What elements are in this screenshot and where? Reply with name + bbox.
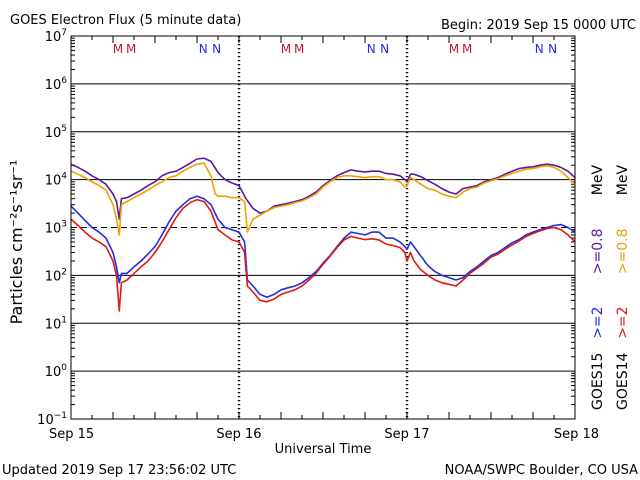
y-tick-exponent: 3 [61,220,67,230]
mn-marker-label: N [199,42,208,56]
begin-label: Begin: 2019 Sep 15 0000 UTC [441,18,636,33]
mn-marker-label: M [113,42,123,56]
plot-frame [70,35,576,420]
y-tick-exponent: 1 [61,315,67,325]
credit-label: NOAA/SWPC Boulder, CO USA [445,463,638,478]
series-line-goes15_2 [70,195,576,298]
x-tick-label: Sep 18 [554,427,599,442]
y-tick-exponent: 7 [61,28,67,38]
x-axis-label: Universal Time [275,442,372,457]
updated-label: Updated 2019 Sep 17 23:56:02 UTC [2,463,236,478]
right-legend-label: GOES14 [615,352,631,410]
y-tick-exponent: 4 [61,172,67,182]
series-line-goes15_08 [70,157,576,220]
series-group [70,157,576,312]
mn-marker-label: N [212,42,221,56]
y-tick-exponent: 0 [61,363,67,373]
mn-marker-label: M [281,42,291,56]
y-tick-exponent: 5 [61,124,67,134]
y-tick-exponent: −1 [54,411,67,421]
mn-marker-label: M [449,42,459,56]
right-legend-label: MeV [615,165,631,196]
right-legend-label: >=0.8 [615,228,631,274]
x-tick-label: Sep 16 [216,427,261,442]
right-legend-label: >=0.8 [590,228,606,274]
x-tick-labels: Sep 15 Sep 16 Sep 17 Sep 18 [49,427,599,442]
right-legend-label: MeV [590,165,606,196]
mn-marker-label: M [294,42,304,56]
y-tick-exponent: 2 [61,267,67,277]
mn-marker-label: N [548,42,557,56]
mn-marker-label: M [126,42,136,56]
mn-marker-label: M [462,42,472,56]
mn-marker-label: N [535,42,544,56]
right-legend-label: >=2 [590,306,606,338]
x-tick-label: Sep 15 [49,427,94,442]
mn-marker-label: N [367,42,376,56]
series-line-goes14_08 [70,162,576,236]
chart-title: GOES Electron Flux (5 minute data) [10,13,241,28]
right-legend: GOES15 >=2 >=0.8 MeV GOES14 >=2 >=0.8 MeV [590,165,631,410]
mn-marker-label: N [380,42,389,56]
x-tick-label: Sep 17 [384,427,429,442]
y-tick-exponent: 6 [61,76,67,86]
right-legend-label: >=2 [615,306,631,338]
series-line-goes14_2 [70,198,576,312]
y-axis-label: Particles cm⁻²s⁻¹sr⁻¹ [7,160,26,325]
right-legend-label: GOES15 [590,353,606,410]
